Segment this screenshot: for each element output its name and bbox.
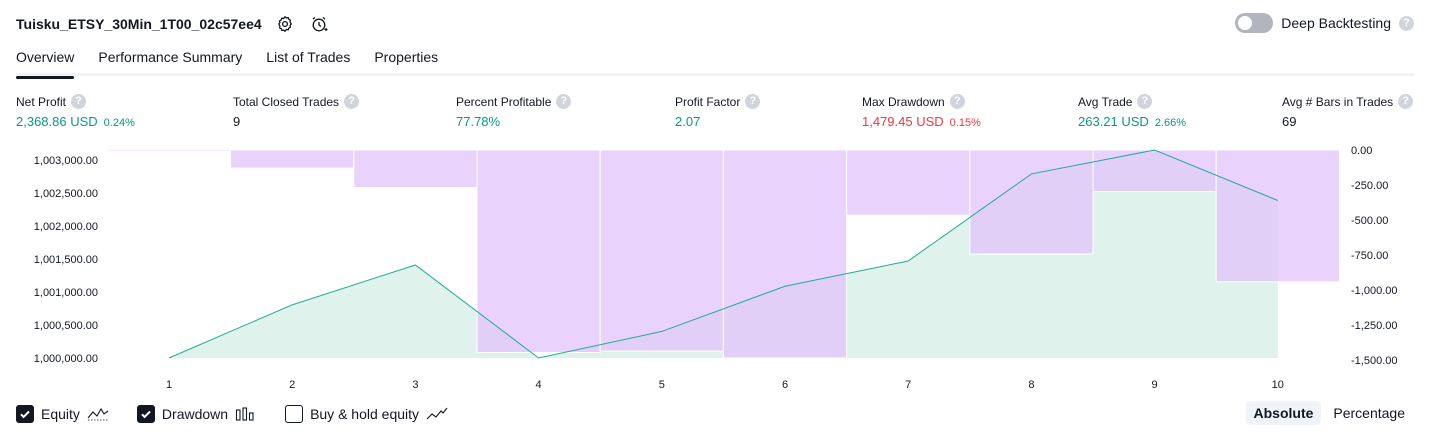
info-icon[interactable]: ?: [745, 94, 761, 109]
metric-value: 9: [233, 114, 241, 129]
metric-total-closed-trades: Total Closed Trades? 9: [233, 94, 360, 129]
metric-value: 2,368.86 USD: [16, 114, 98, 129]
metric-percent-profitable: Percent Profitable? 77.78%: [456, 94, 572, 129]
metric-value: 77.78%: [456, 114, 501, 129]
x-axis-tick-label: 7: [905, 379, 911, 391]
strategy-title: Tuisku_ETSY_30Min_1T00_02c57ee4: [16, 16, 262, 32]
drawdown-bar: [107, 149, 232, 152]
metric-value: 263.21 USD: [1078, 114, 1149, 129]
x-axis-tick-label: 2: [289, 379, 295, 391]
drawdown-bar: [1215, 149, 1340, 283]
right-axis-tick-label: -1,000.00: [1351, 285, 1397, 297]
percentage-mode-button[interactable]: Percentage: [1333, 405, 1405, 421]
tab-overview[interactable]: Overview: [16, 46, 75, 79]
metric-profit-factor: Profit Factor? 2.07: [675, 94, 761, 129]
drawdown-checkbox[interactable]: [136, 405, 155, 423]
metric-label: Percent Profitable: [456, 94, 552, 109]
left-axis-tick-label: 1,002,000.00: [34, 221, 98, 233]
strategy-header: Tuisku_ETSY_30Min_1T00_02c57ee4: [16, 12, 330, 36]
metric-label: Total Closed Trades: [233, 94, 340, 109]
info-icon[interactable]: ?: [1137, 94, 1153, 109]
legend-equity[interactable]: Equity: [16, 405, 109, 423]
metric-label: Max Drawdown: [862, 94, 945, 109]
right-axis-tick-label: -500.00: [1351, 215, 1388, 227]
drawdown-bar: [846, 149, 971, 216]
right-axis-tick-label: -1,500.00: [1351, 355, 1397, 367]
x-axis-tick-label: 4: [536, 379, 542, 391]
scale-mode-switch: Absolute Percentage: [1245, 401, 1414, 425]
legend-drawdown[interactable]: Drawdown: [136, 405, 257, 423]
metrics-row: Net Profit? 2,368.86 USD 0.24% Total Clos…: [0, 94, 1431, 134]
left-axis-tick-label: 1,001,000.00: [34, 287, 98, 299]
info-icon[interactable]: ?: [1398, 94, 1414, 109]
metric-value: 1,479.45 USD: [862, 114, 944, 129]
equity-line-icon: [87, 407, 109, 421]
right-axis-tick-label: -1,250.00: [1351, 320, 1397, 332]
drawdown-bar: [969, 149, 1094, 255]
drawdown-label: Drawdown: [161, 406, 229, 422]
buy-hold-label: Buy & hold equity: [310, 406, 420, 422]
metric-value: 69: [1282, 114, 1297, 129]
drawdown-bars-icon: [235, 407, 257, 421]
info-icon[interactable]: ?: [949, 94, 965, 109]
equity-line: [168, 149, 1278, 359]
deep-backtesting-label: Deep Backtesting: [1281, 15, 1391, 31]
x-axis-tick-label: 9: [1152, 379, 1158, 391]
buy-hold-checkbox[interactable]: [285, 405, 304, 423]
metric-label: Avg # Bars in Trades: [1282, 94, 1394, 109]
deep-backtesting-control: Deep Backtesting ?: [1235, 13, 1414, 33]
left-axis-tick-label: 1,003,000.00: [34, 155, 98, 167]
left-axis-tick-label: 1,000,500.00: [34, 320, 98, 332]
add-alert-clock-icon[interactable]: [308, 13, 330, 35]
x-axis-tick-label: 5: [659, 379, 665, 391]
x-axis-tick-label: 3: [412, 379, 418, 391]
info-icon[interactable]: ?: [556, 94, 572, 109]
tab-properties[interactable]: Properties: [374, 49, 439, 65]
help-icon[interactable]: ?: [1399, 15, 1414, 31]
buy-hold-line-icon: [426, 407, 448, 421]
left-axis-tick-label: 1,002,500.00: [34, 188, 98, 200]
drawdown-bars: [107, 149, 1340, 359]
metric-label: Avg Trade: [1078, 94, 1133, 109]
equity-checkbox[interactable]: [16, 405, 34, 423]
left-axis-tick-label: 1,001,500.00: [34, 254, 98, 266]
x-axis-tick-label: 8: [1028, 379, 1034, 391]
drawdown-bar: [1092, 149, 1217, 193]
x-axis-tick-label: 6: [782, 379, 788, 391]
toggle-knob: [1238, 16, 1253, 30]
right-axis-tick-label: 0.00: [1351, 145, 1372, 157]
metric-percent: 0.24%: [103, 117, 135, 129]
x-axis-tick-label: 10: [1272, 379, 1284, 391]
tab-list-of-trades[interactable]: List of Trades: [266, 49, 351, 65]
metric-percent: 0.15%: [949, 117, 981, 129]
metric-avg-bars-in-trades: Avg # Bars in Trades? 69: [1282, 94, 1414, 129]
metric-net-profit: Net Profit? 2,368.86 USD 0.24%: [16, 94, 135, 129]
x-axis-tick-label: 1: [166, 379, 172, 391]
metric-avg-trade: Avg Trade? 263.21 USD 2.66%: [1078, 94, 1186, 129]
chart-legend: Equity Drawdown Buy & hold equity: [16, 402, 476, 426]
equity-label: Equity: [41, 406, 80, 422]
legend-buy-hold-equity[interactable]: Buy & hold equity: [285, 405, 448, 423]
tab-performance-summary[interactable]: Performance Summary: [98, 49, 243, 65]
right-axis-tick-label: -250.00: [1351, 180, 1388, 192]
settings-gear-icon[interactable]: [274, 13, 296, 35]
info-icon[interactable]: ?: [344, 94, 360, 109]
metric-percent: 2.66%: [1154, 117, 1187, 129]
info-icon[interactable]: ?: [71, 94, 87, 109]
drawdown-bar: [722, 149, 848, 359]
drawdown-bar: [476, 149, 601, 353]
right-axis-tick-label: -750.00: [1351, 250, 1388, 262]
left-axis-tick-label: 1,000,000.00: [34, 353, 98, 365]
metric-max-drawdown: Max Drawdown? 1,479.45 USD 0.15%: [862, 94, 981, 129]
absolute-mode-button[interactable]: Absolute: [1245, 401, 1322, 425]
metric-value: 2.07: [675, 114, 701, 129]
drawdown-bar: [353, 149, 478, 188]
report-tabs: Overview Performance Summary List of Tra…: [16, 46, 1414, 79]
metric-label: Profit Factor: [675, 94, 741, 109]
equity-drawdown-chart[interactable]: 1,003,000.00 1,002,500.00 1,002,000.00 1,00…: [0, 140, 1431, 400]
metric-label: Net Profit: [16, 94, 67, 109]
deep-backtesting-toggle[interactable]: [1235, 13, 1274, 33]
drawdown-bar: [230, 149, 355, 169]
drawdown-bar: [599, 149, 724, 352]
